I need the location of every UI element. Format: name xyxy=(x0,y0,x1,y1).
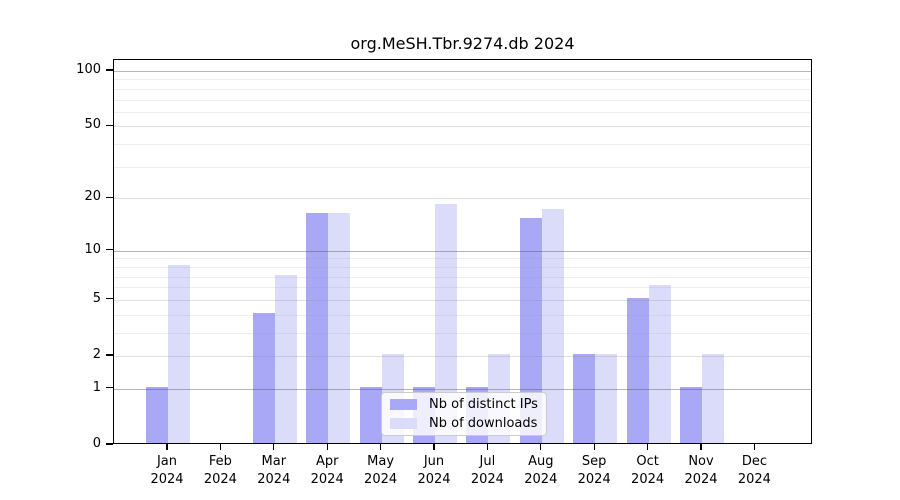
x-label-year-aug: 2024 xyxy=(524,472,558,487)
x-label-month-apr: Apr xyxy=(315,454,339,469)
x-tick-label-jul: Jul 2024 xyxy=(455,453,519,489)
x-tick-nov xyxy=(700,444,702,450)
x-label-year-oct: 2024 xyxy=(631,472,665,487)
bar-distinct-ips-nov xyxy=(680,386,702,443)
x-label-year-may: 2024 xyxy=(364,472,398,487)
x-label-month-sep: Sep xyxy=(581,454,607,469)
bar-downloads-nov xyxy=(702,354,724,443)
x-label-month-dec: Dec xyxy=(741,454,767,469)
x-tick-jan xyxy=(166,444,168,450)
x-label-month-jan: Jan xyxy=(156,454,178,469)
legend-row-downloads: Nb of downloads xyxy=(390,415,538,431)
x-label-month-mar: Mar xyxy=(261,454,287,469)
x-label-year-jan: 2024 xyxy=(150,472,184,487)
legend-swatch-downloads xyxy=(390,418,417,429)
y-tick-50 xyxy=(106,124,113,127)
legend-label-downloads: Nb of downloads xyxy=(429,415,538,431)
x-tick-label-jun: Jun 2024 xyxy=(402,453,466,489)
x-label-month-jul: Jul xyxy=(479,454,496,469)
chart-title: org.MeSH.Tbr.9274.db 2024 xyxy=(350,34,575,53)
y-tick-0 xyxy=(106,443,113,445)
bar-distinct-ips-aug xyxy=(519,218,542,443)
bar-downloads-apr xyxy=(328,213,351,443)
y-tick-label-0: 0 xyxy=(92,436,101,451)
bar-downloads-oct xyxy=(648,285,671,443)
bar-downloads-jun xyxy=(435,204,457,443)
bar-distinct-ips-oct xyxy=(626,297,649,443)
x-label-month-jun: Jun xyxy=(423,454,445,469)
y-tick-label-10: 10 xyxy=(84,241,101,257)
x-tick-dec xyxy=(753,444,756,450)
x-label-month-oct: Oct xyxy=(636,454,659,469)
y-tick-5 xyxy=(106,298,113,300)
legend-row-distinct-ips: Nb of distinct IPs xyxy=(390,396,538,412)
legend: Nb of distinct IPs Nb of downloads xyxy=(381,392,547,436)
plot-area xyxy=(113,59,812,444)
x-tick-aug xyxy=(540,444,542,450)
y-tick-20 xyxy=(106,196,113,198)
bar-distinct-ips-apr xyxy=(306,213,329,443)
bar-distinct-ips-jan xyxy=(146,386,168,443)
y-tick-1 xyxy=(106,387,113,389)
x-label-year-jul: 2024 xyxy=(470,472,504,487)
y-tick-label-20: 20 xyxy=(84,189,101,205)
x-label-month-nov: Nov xyxy=(688,454,714,469)
x-tick-may xyxy=(379,444,382,450)
x-tick-apr xyxy=(326,444,328,450)
bar-downloads-sep xyxy=(595,354,618,443)
x-tick-label-jan: Jan 2024 xyxy=(135,453,199,489)
bar-distinct-ips-mar xyxy=(252,312,275,443)
x-tick-label-aug: Aug 2024 xyxy=(509,453,573,489)
x-tick-label-oct: Oct 2024 xyxy=(616,453,680,489)
x-tick-label-dec: Dec 2024 xyxy=(722,453,786,489)
bar-distinct-ips-sep xyxy=(573,354,596,443)
x-label-year-feb: 2024 xyxy=(203,472,237,487)
x-tick-label-mar: Mar 2024 xyxy=(242,453,306,489)
x-tick-jun xyxy=(433,444,435,450)
x-tick-mar xyxy=(273,444,275,450)
x-tick-label-may: May 2024 xyxy=(349,453,413,489)
bars-layer xyxy=(114,60,811,443)
x-label-year-apr: 2024 xyxy=(310,472,344,487)
x-tick-label-sep: Sep 2024 xyxy=(562,453,626,489)
bar-distinct-ips-may xyxy=(359,386,382,443)
x-label-year-nov: 2024 xyxy=(684,472,718,487)
x-label-month-aug: Aug xyxy=(528,454,554,469)
bar-downloads-aug xyxy=(541,208,564,443)
y-tick-label-5: 5 xyxy=(92,290,101,306)
x-tick-label-nov: Nov 2024 xyxy=(669,453,733,489)
y-tick-label-2: 2 xyxy=(92,347,101,362)
x-tick-feb xyxy=(219,444,222,450)
x-label-month-may: May xyxy=(367,454,395,469)
legend-swatch-distinct-ips xyxy=(390,399,417,410)
y-tick-2 xyxy=(106,354,113,356)
x-label-year-sep: 2024 xyxy=(577,472,611,487)
bar-downloads-mar xyxy=(274,274,297,443)
y-tick-label-100: 100 xyxy=(76,62,101,77)
x-label-year-jun: 2024 xyxy=(417,472,451,487)
bar-downloads-jan xyxy=(168,264,190,443)
x-tick-label-feb: Feb 2024 xyxy=(188,453,252,489)
y-tick-10 xyxy=(106,249,113,251)
x-tick-label-apr: Apr 2024 xyxy=(295,453,359,489)
y-tick-100 xyxy=(106,69,113,71)
y-tick-label-50: 50 xyxy=(84,117,101,133)
x-tick-jul xyxy=(486,444,489,450)
x-label-year-dec: 2024 xyxy=(737,472,771,487)
x-label-year-mar: 2024 xyxy=(257,472,291,487)
x-label-month-feb: Feb xyxy=(208,454,232,469)
x-tick-sep xyxy=(593,444,595,450)
x-tick-oct xyxy=(646,444,649,450)
legend-label-distinct-ips: Nb of distinct IPs xyxy=(429,396,538,412)
y-tick-label-1: 1 xyxy=(92,379,101,395)
